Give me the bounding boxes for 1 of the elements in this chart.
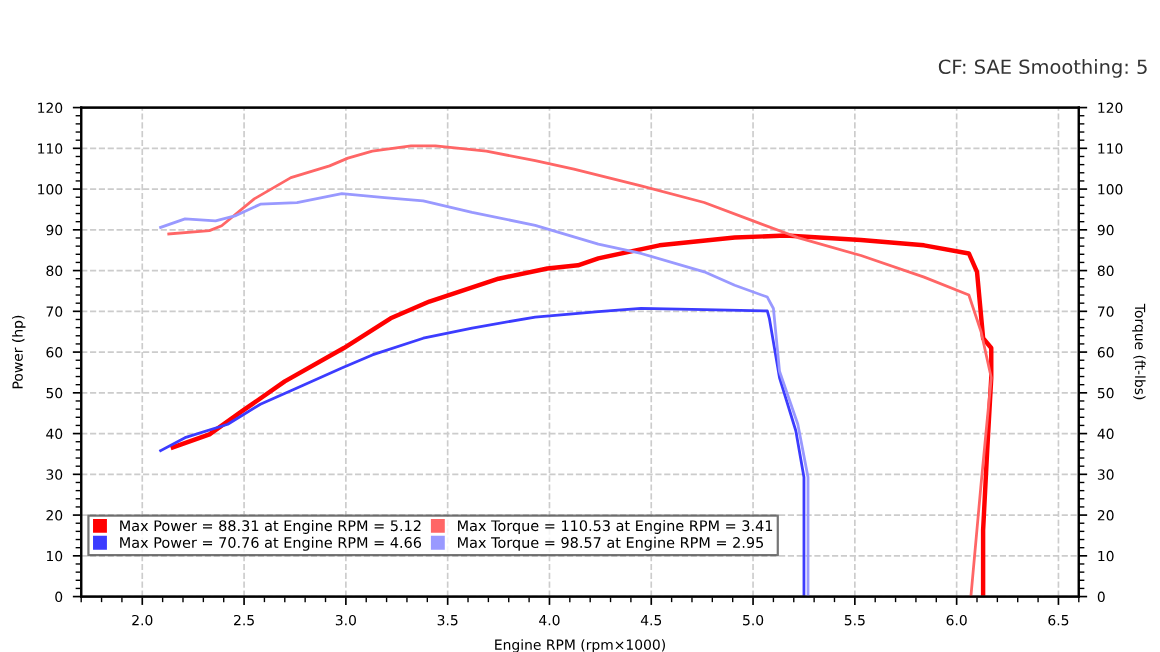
text: CF: SAE Smoothing: 5 [938, 59, 1147, 78]
